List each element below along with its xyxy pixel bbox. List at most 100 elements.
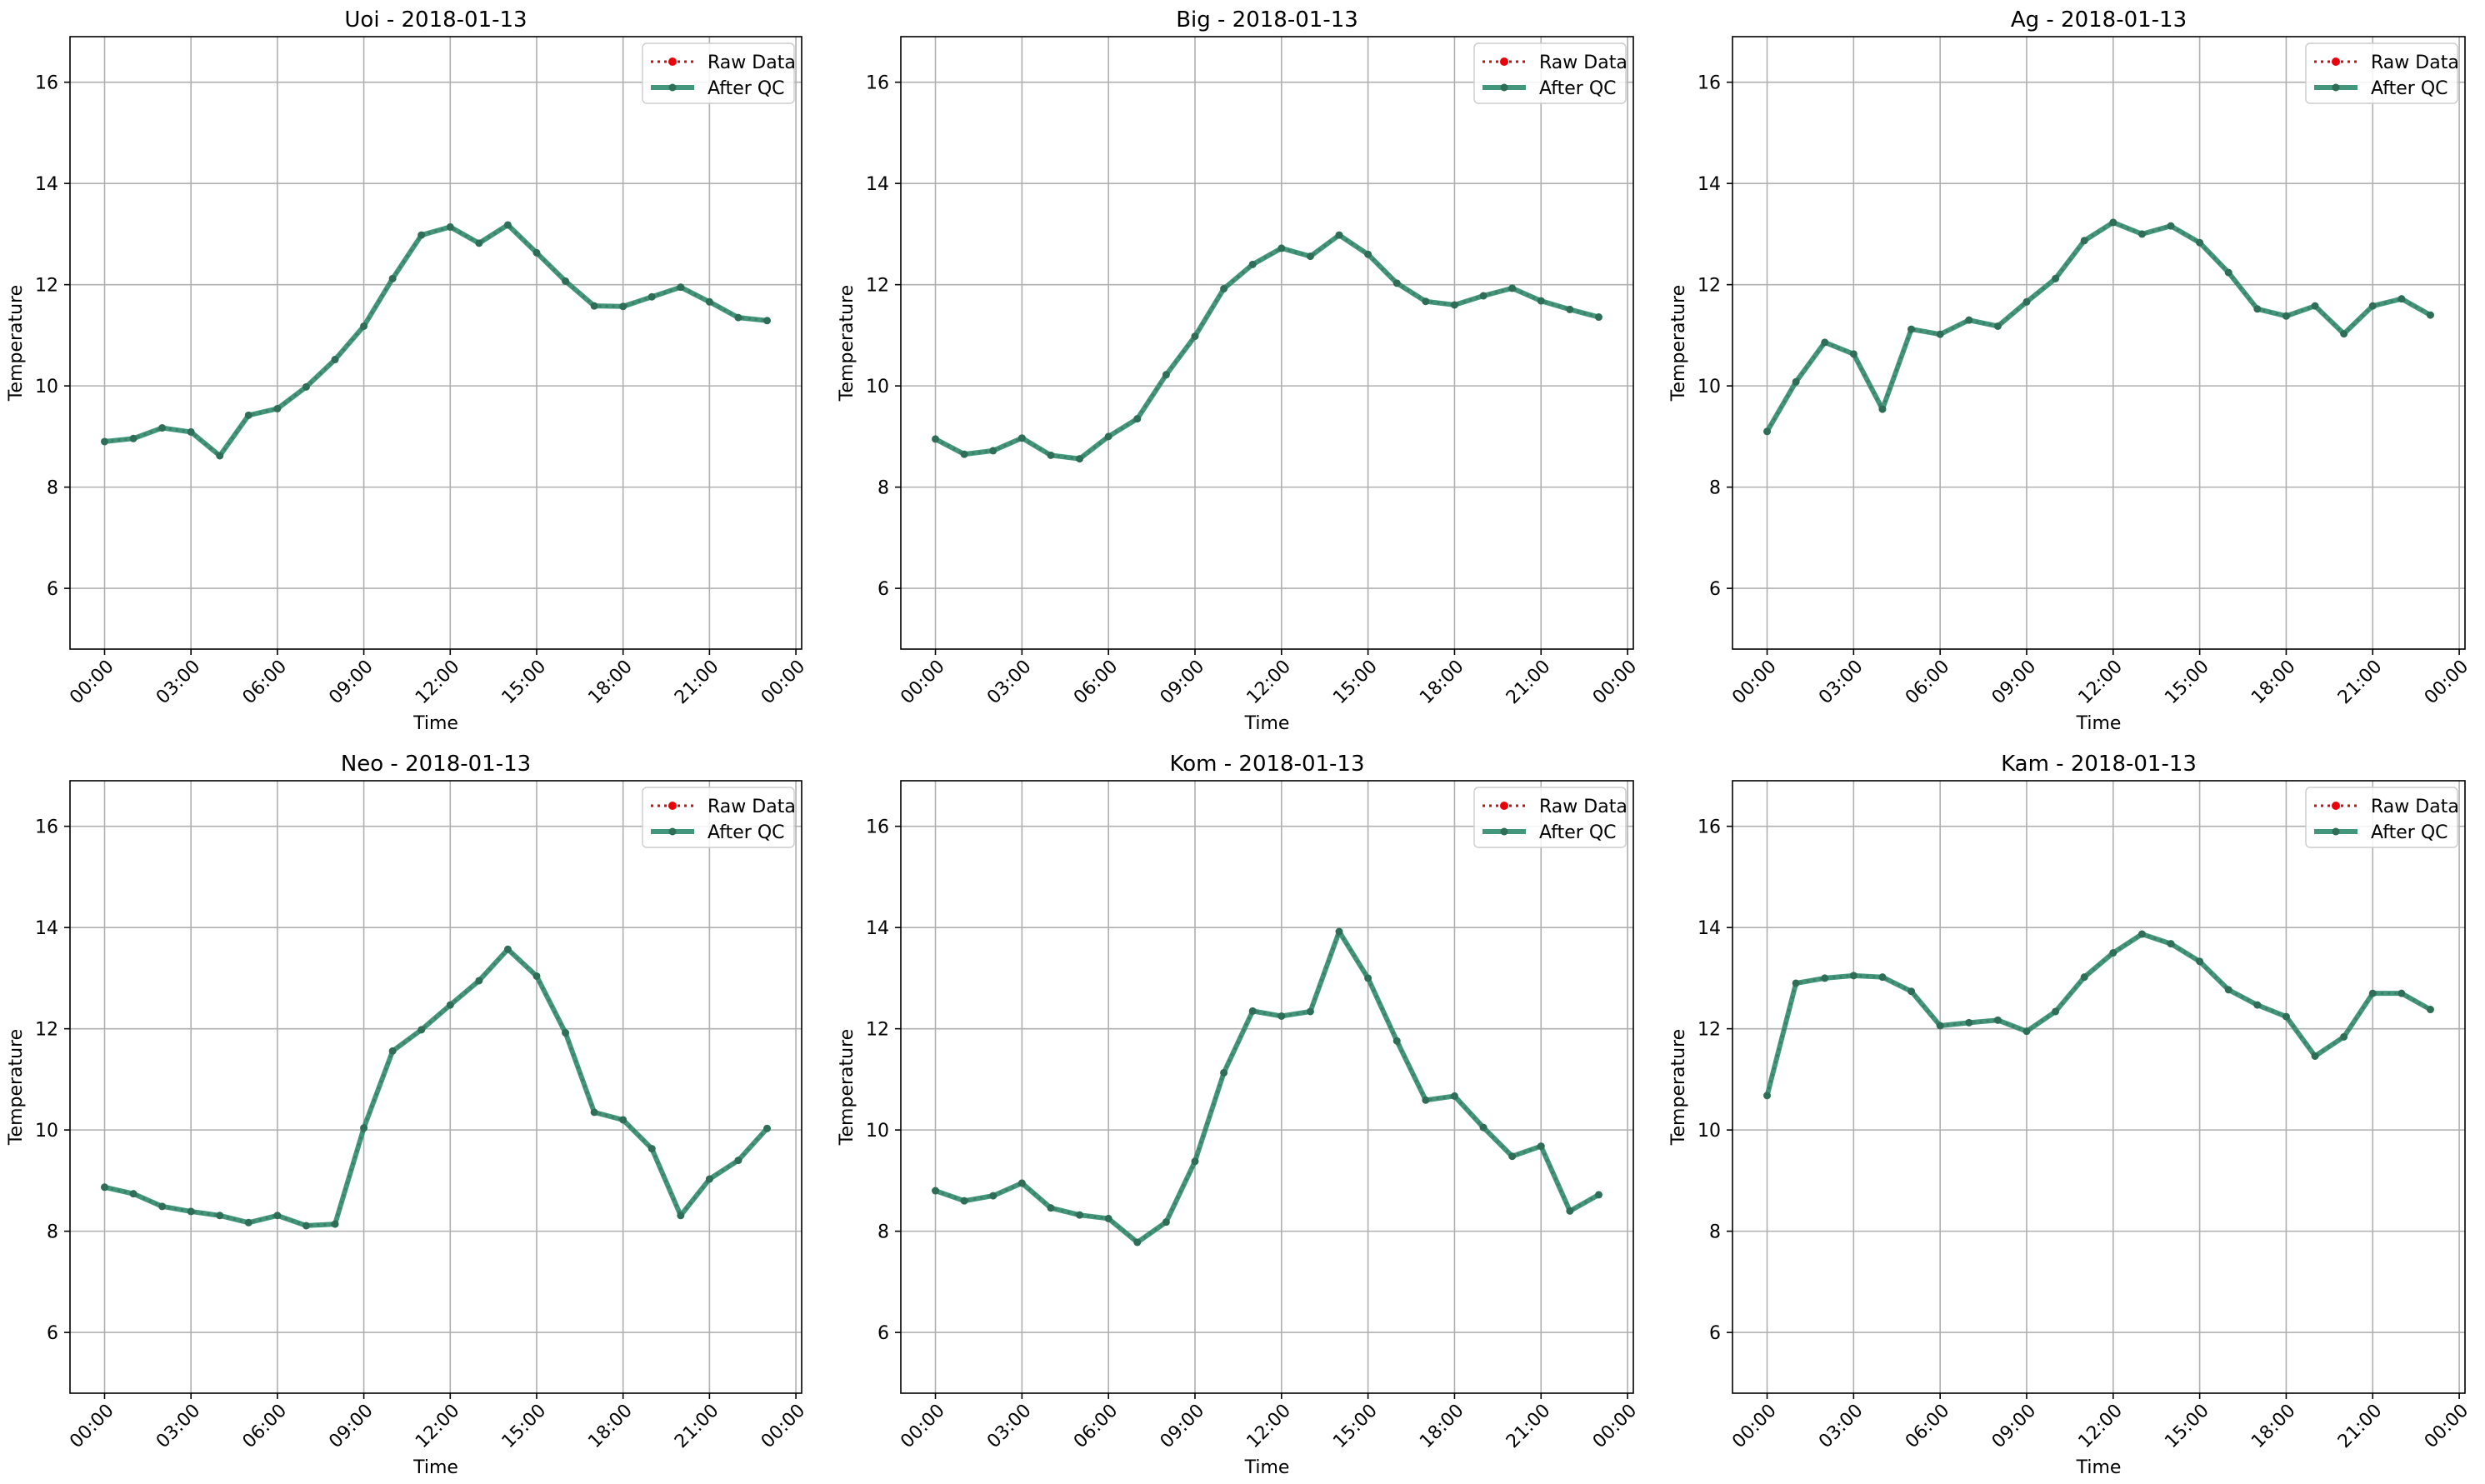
data-point-after-qc (360, 322, 368, 330)
data-point-after-qc (1821, 974, 1829, 982)
data-point-after-qc (1278, 1012, 1286, 1020)
x-axis-label: Time (412, 713, 458, 734)
data-point-after-qc (1792, 377, 1800, 386)
legend-label-after-qc: After QC (1539, 822, 1617, 843)
data-point-after-qc (932, 435, 940, 443)
data-point-after-qc (2426, 311, 2434, 319)
x-tick-label: 18:00 (2248, 1401, 2300, 1453)
data-point-after-qc (989, 447, 998, 455)
x-tick-label: 06:00 (1070, 657, 1122, 709)
data-point-after-qc (734, 1157, 742, 1165)
data-point-after-qc (2340, 1032, 2348, 1041)
y-tick-label: 14 (1698, 918, 1721, 939)
data-point-after-qc (1018, 434, 1026, 442)
y-tick-label: 16 (866, 817, 889, 838)
series-line-raw-data (934, 233, 1599, 461)
y-tick-label: 16 (35, 817, 58, 838)
data-point-after-qc (932, 1187, 940, 1195)
legend: Raw Data After QC (1473, 42, 1628, 104)
x-tick-label: 03:00 (1815, 1401, 1868, 1453)
chart-title: Kom - 2018-01-13 (1170, 752, 1365, 777)
x-tick-label: 12:00 (1243, 1401, 1296, 1453)
data-point-after-qc (273, 1212, 282, 1220)
data-point-after-qc (2109, 218, 2118, 227)
x-tick-label: 09:00 (1988, 1401, 2041, 1453)
series-line-after-qc (104, 222, 768, 458)
legend: Raw Data After QC (2305, 42, 2459, 104)
legend-label-after-qc: After QC (1539, 78, 1617, 99)
data-point-after-qc (648, 292, 656, 301)
y-tick-label: 12 (35, 1020, 58, 1041)
x-tick-label: 15:00 (1329, 657, 1382, 709)
axes-frame (69, 780, 802, 1394)
y-tick-label: 16 (35, 73, 58, 94)
y-axis-label: Temperature (837, 285, 858, 402)
data-point-after-qc (1335, 927, 1343, 936)
x-tick-label: 18:00 (1416, 657, 1468, 709)
chart-title: Kam - 2018-01-13 (2001, 752, 2197, 777)
data-point-after-qc (1908, 325, 1916, 333)
data-point-after-qc (1566, 1207, 1574, 1215)
y-axis-label: Temperature (837, 1029, 858, 1146)
legend-marker-after-qc (668, 827, 677, 836)
data-point-after-qc (2138, 230, 2146, 238)
y-tick-label: 6 (1709, 1323, 1721, 1344)
x-tick-label: 00:00 (758, 1401, 810, 1453)
data-point-after-qc (1849, 350, 1858, 358)
legend: Raw Data After QC (642, 787, 796, 848)
x-axis-label: Time (412, 1457, 458, 1478)
x-tick-label: 00:00 (1589, 1401, 1642, 1453)
data-point-after-qc (1450, 1092, 1458, 1100)
series-line-raw-data (1766, 221, 2432, 432)
y-tick-label: 6 (47, 1323, 58, 1344)
x-tick-label: 06:00 (1902, 657, 1954, 709)
x-tick-label: 00:00 (1728, 657, 1781, 709)
x-tick-label: 12:00 (412, 657, 464, 709)
y-tick-label: 14 (866, 918, 889, 939)
chart-title: Neo - 2018-01-13 (341, 752, 531, 777)
y-tick-label: 16 (866, 73, 889, 94)
data-point-after-qc (2022, 1027, 2031, 1036)
y-axis-label: Temperature (1668, 285, 1689, 402)
legend-marker-raw-data (668, 57, 677, 66)
data-point-after-qc (302, 382, 310, 391)
y-tick-label: 12 (1698, 276, 1721, 297)
data-point-after-qc (1849, 972, 1858, 980)
y-tick-label: 6 (1709, 579, 1721, 600)
data-point-after-qc (960, 450, 968, 458)
data-point-after-qc (2398, 295, 2406, 303)
x-tick-label: 06:00 (1902, 1401, 1954, 1453)
data-point-after-qc (532, 248, 541, 257)
legend-marker-raw-data (2332, 57, 2340, 66)
data-point-after-qc (1965, 1018, 1973, 1027)
data-point-after-qc (1763, 1092, 1772, 1100)
x-tick-label: 09:00 (1988, 657, 2041, 709)
series-line-after-qc (1764, 219, 2432, 433)
data-point-after-qc (2138, 930, 2146, 938)
x-tick-label: 00:00 (66, 657, 118, 709)
data-point-after-qc (2052, 1007, 2060, 1016)
data-point-after-qc (2196, 238, 2204, 247)
data-point-after-qc (100, 437, 108, 446)
data-point-after-qc (129, 434, 138, 442)
data-point-after-qc (1936, 1022, 1944, 1030)
x-tick-label: 21:00 (2334, 657, 2387, 709)
y-tick-label: 10 (1698, 377, 1721, 397)
data-point-after-qc (1450, 301, 1458, 309)
data-point-after-qc (562, 1029, 570, 1037)
x-tick-label: 00:00 (2421, 1401, 2473, 1453)
chart-panel: 6 8 10 12 14 16 00:00 03:00 06:00 09:00 12:00 15:00… (837, 7, 1641, 734)
legend: Raw Data After QC (642, 42, 796, 104)
data-point-after-qc (244, 411, 252, 419)
data-point-after-qc (1508, 1152, 1517, 1161)
series-line-after-qc (934, 929, 1600, 1245)
data-point-after-qc (2368, 302, 2377, 310)
data-point-after-qc (2311, 1052, 2319, 1060)
data-point-after-qc (158, 1202, 167, 1211)
data-point-after-qc (244, 1218, 252, 1227)
data-point-after-qc (388, 274, 397, 282)
data-point-after-qc (2253, 305, 2262, 313)
data-point-after-qc (2167, 940, 2175, 948)
data-point-after-qc (2080, 237, 2088, 245)
data-point-after-qc (2022, 297, 2031, 306)
